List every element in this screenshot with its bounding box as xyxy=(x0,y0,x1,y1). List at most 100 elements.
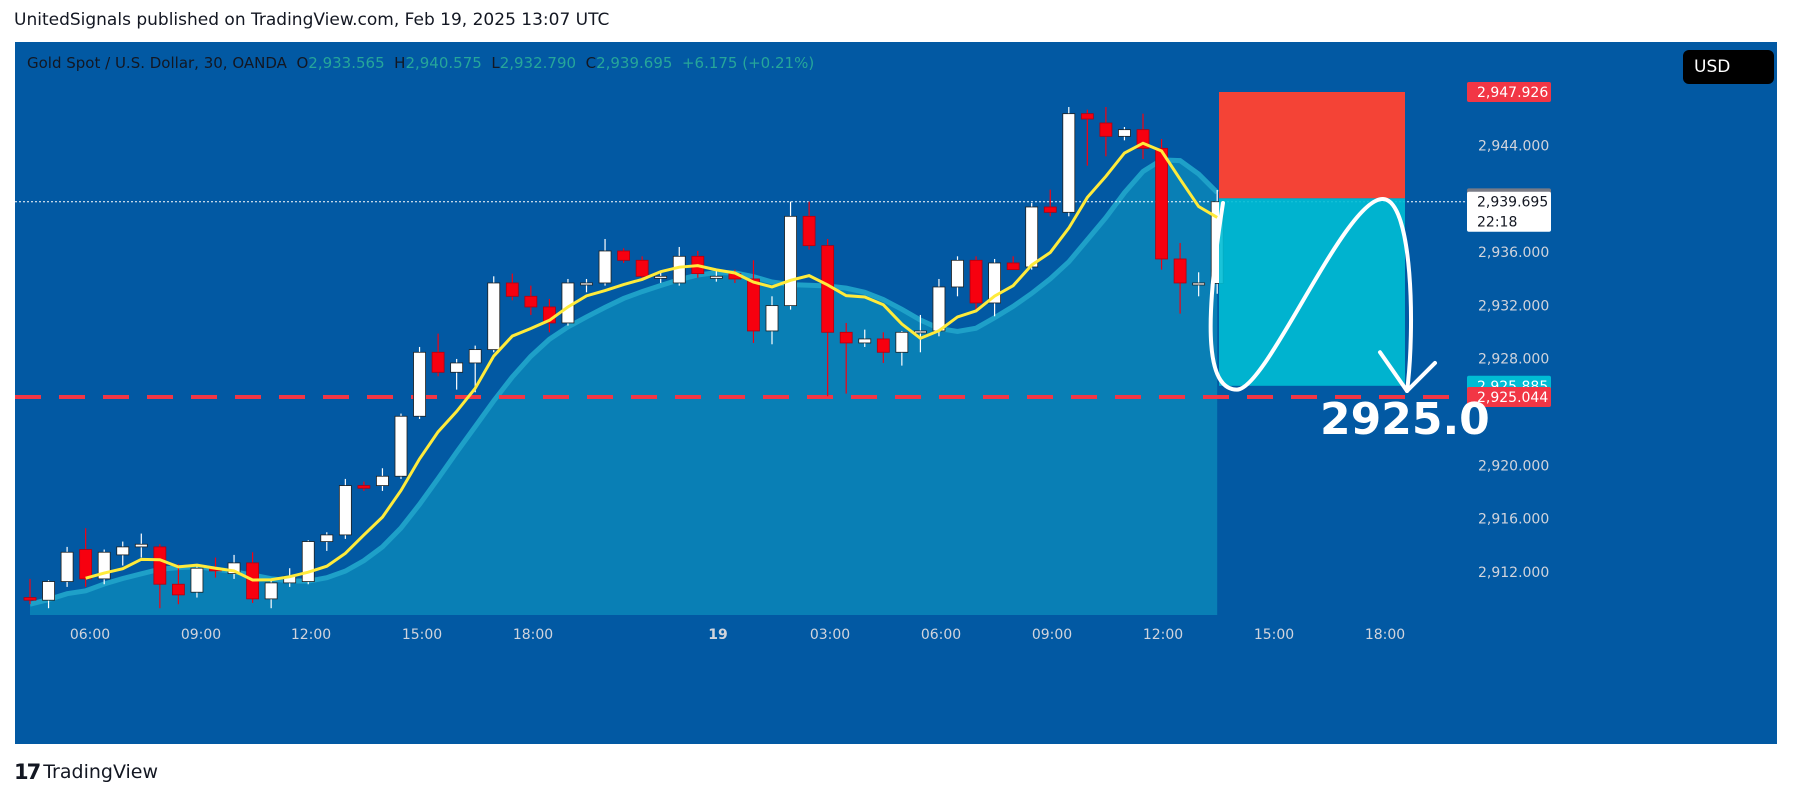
candle xyxy=(635,256,649,279)
price-label-bg xyxy=(1467,82,1551,102)
candle-body xyxy=(79,549,93,580)
candle xyxy=(654,272,668,283)
price-label: 2,939.695 22:18 xyxy=(1467,191,1551,232)
candle-body xyxy=(839,331,853,344)
candle xyxy=(487,276,501,353)
candle xyxy=(932,278,946,337)
change-value: +6.175 (+0.21%) xyxy=(681,54,815,72)
candle-body xyxy=(580,282,593,286)
candle xyxy=(1025,202,1039,270)
time-tick-label: 09:00 xyxy=(181,627,221,643)
candle xyxy=(951,256,964,297)
chart-canvas[interactable]: 2,944.000 2,936.000 2,932.000 2,928.000 2,92… xyxy=(15,42,1777,744)
candle-body xyxy=(876,338,890,353)
price-label-text: 2,939.695 xyxy=(1477,195,1548,211)
candle xyxy=(524,285,538,315)
candle xyxy=(394,413,408,479)
close-label: C xyxy=(585,54,597,72)
candle xyxy=(1173,242,1187,314)
candle xyxy=(431,333,445,377)
time-axis-background xyxy=(15,615,1467,651)
candle xyxy=(598,238,612,286)
candle xyxy=(264,578,278,609)
moving-average-area xyxy=(29,157,1219,616)
candle xyxy=(376,468,389,491)
candle-body xyxy=(190,567,204,593)
price-tick-label: 2,920.000 xyxy=(1478,458,1549,474)
candle xyxy=(1080,109,1094,166)
candle xyxy=(895,330,909,366)
candle xyxy=(876,332,890,363)
candle-body xyxy=(487,282,501,351)
tradingview-logo[interactable]: 17 TradingView xyxy=(14,760,158,784)
ohlc-legend: Gold Spot / U.S. Dollar, 30, OANDA O2,93… xyxy=(27,54,814,72)
candle xyxy=(1155,139,1168,270)
candle-body xyxy=(1043,206,1057,213)
candle-body xyxy=(1192,282,1206,286)
candle-body xyxy=(598,250,612,284)
price-label-text: 2,925.044 xyxy=(1477,390,1548,406)
candle xyxy=(320,532,334,551)
candle xyxy=(1099,107,1113,157)
time-tick-label: 18:00 xyxy=(513,627,553,643)
chart-frame[interactable]: 2,944.000 2,936.000 2,932.000 2,928.000 2,92… xyxy=(15,42,1777,744)
candle-body xyxy=(524,295,538,308)
price-label-text: 2,947.926 xyxy=(1477,85,1548,101)
candle-body xyxy=(60,551,74,582)
candle-body xyxy=(932,286,946,332)
price-axis[interactable]: 2,944.000 2,936.000 2,932.000 2,928.000 2,92… xyxy=(1478,138,1549,581)
time-tick-label: 09:00 xyxy=(1032,627,1072,643)
candle xyxy=(97,549,111,585)
candle xyxy=(42,580,55,609)
candle xyxy=(301,540,315,585)
time-tick-label: 06:00 xyxy=(921,627,961,643)
price-label-countdown: 22:18 xyxy=(1477,215,1517,231)
candle xyxy=(357,481,371,491)
candle-body xyxy=(1173,258,1187,284)
candle xyxy=(23,578,37,605)
arrow-head xyxy=(1378,350,1437,393)
tradingview-brand-text: TradingView xyxy=(43,761,159,783)
time-axis[interactable]: 06:00 09:00 12:00 15:00 18:00 19 03:00 06:00 09:… xyxy=(70,627,1405,643)
candle xyxy=(784,201,797,310)
symbol-name: Gold Spot / U.S. Dollar, 30, OANDA xyxy=(27,54,287,72)
candle xyxy=(709,270,723,282)
stop-loss-zone xyxy=(1219,92,1405,199)
moving-average-line xyxy=(85,141,1218,582)
candle-body xyxy=(1118,129,1131,137)
candle-body xyxy=(413,351,426,417)
time-tick-label: 19 xyxy=(708,627,727,643)
candle xyxy=(171,564,185,605)
low-value: 2,932.790 xyxy=(499,54,577,72)
time-tick-label: 15:00 xyxy=(402,627,442,643)
candle-body xyxy=(301,541,315,582)
candle-body xyxy=(42,581,55,601)
published-by-text: UnitedSignals published on TradingView.c… xyxy=(14,10,610,30)
ma-area-fill xyxy=(30,159,1218,616)
short-position-tool[interactable] xyxy=(1219,92,1405,386)
time-tick-label: 12:00 xyxy=(291,627,331,643)
candle xyxy=(116,541,130,566)
candlestick-series xyxy=(23,107,1224,609)
candle-body xyxy=(951,259,964,288)
currency-button[interactable]: USD xyxy=(1683,50,1774,84)
candle xyxy=(747,260,760,343)
candle-body xyxy=(1062,113,1076,213)
low-label: L xyxy=(491,54,500,72)
candle xyxy=(988,258,1001,317)
candle-body xyxy=(171,583,185,596)
candle-body xyxy=(134,543,148,548)
candle xyxy=(190,565,204,598)
time-tick-label: 18:00 xyxy=(1365,627,1405,643)
candle-body xyxy=(153,546,167,585)
candle-body xyxy=(338,485,352,536)
candle-body xyxy=(709,275,723,279)
candle xyxy=(617,248,630,263)
candle xyxy=(1006,256,1020,271)
candle-body xyxy=(376,475,389,486)
candle-body xyxy=(784,215,797,307)
candle xyxy=(468,345,482,393)
price-tick-label: 2,928.000 xyxy=(1478,352,1549,368)
candle-body xyxy=(227,562,241,574)
price-tick-label: 2,912.000 xyxy=(1478,565,1549,581)
